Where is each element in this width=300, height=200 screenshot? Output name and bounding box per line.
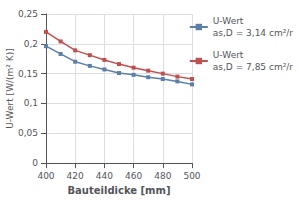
svg-text:U-Wert: U-Wert [213,50,244,60]
svg-text:420: 420 [67,171,84,181]
svg-text:0: 0 [32,158,38,168]
svg-text:400: 400 [37,171,54,181]
svg-text:0,2: 0,2 [24,39,38,49]
svg-text:480: 480 [154,171,171,181]
svg-text:as,D = 3,14 cm²/r: as,D = 3,14 cm²/r [213,28,294,38]
svg-text:440: 440 [96,171,113,181]
svg-text:U-Wert [W/(m² K)]: U-Wert [W/(m² K)] [5,48,15,129]
svg-text:460: 460 [125,171,142,181]
svg-text:U-Wert: U-Wert [213,16,244,26]
svg-text:500: 500 [183,171,200,181]
svg-text:0,15: 0,15 [18,69,38,79]
svg-text:as,D = 7,85 cm²/r: as,D = 7,85 cm²/r [213,62,294,72]
svg-text:0,1: 0,1 [24,98,38,108]
svg-text:Bauteildicke [mm]: Bauteildicke [mm] [67,185,170,196]
svg-text:0,25: 0,25 [18,9,38,19]
svg-text:0,05: 0,05 [18,128,38,138]
